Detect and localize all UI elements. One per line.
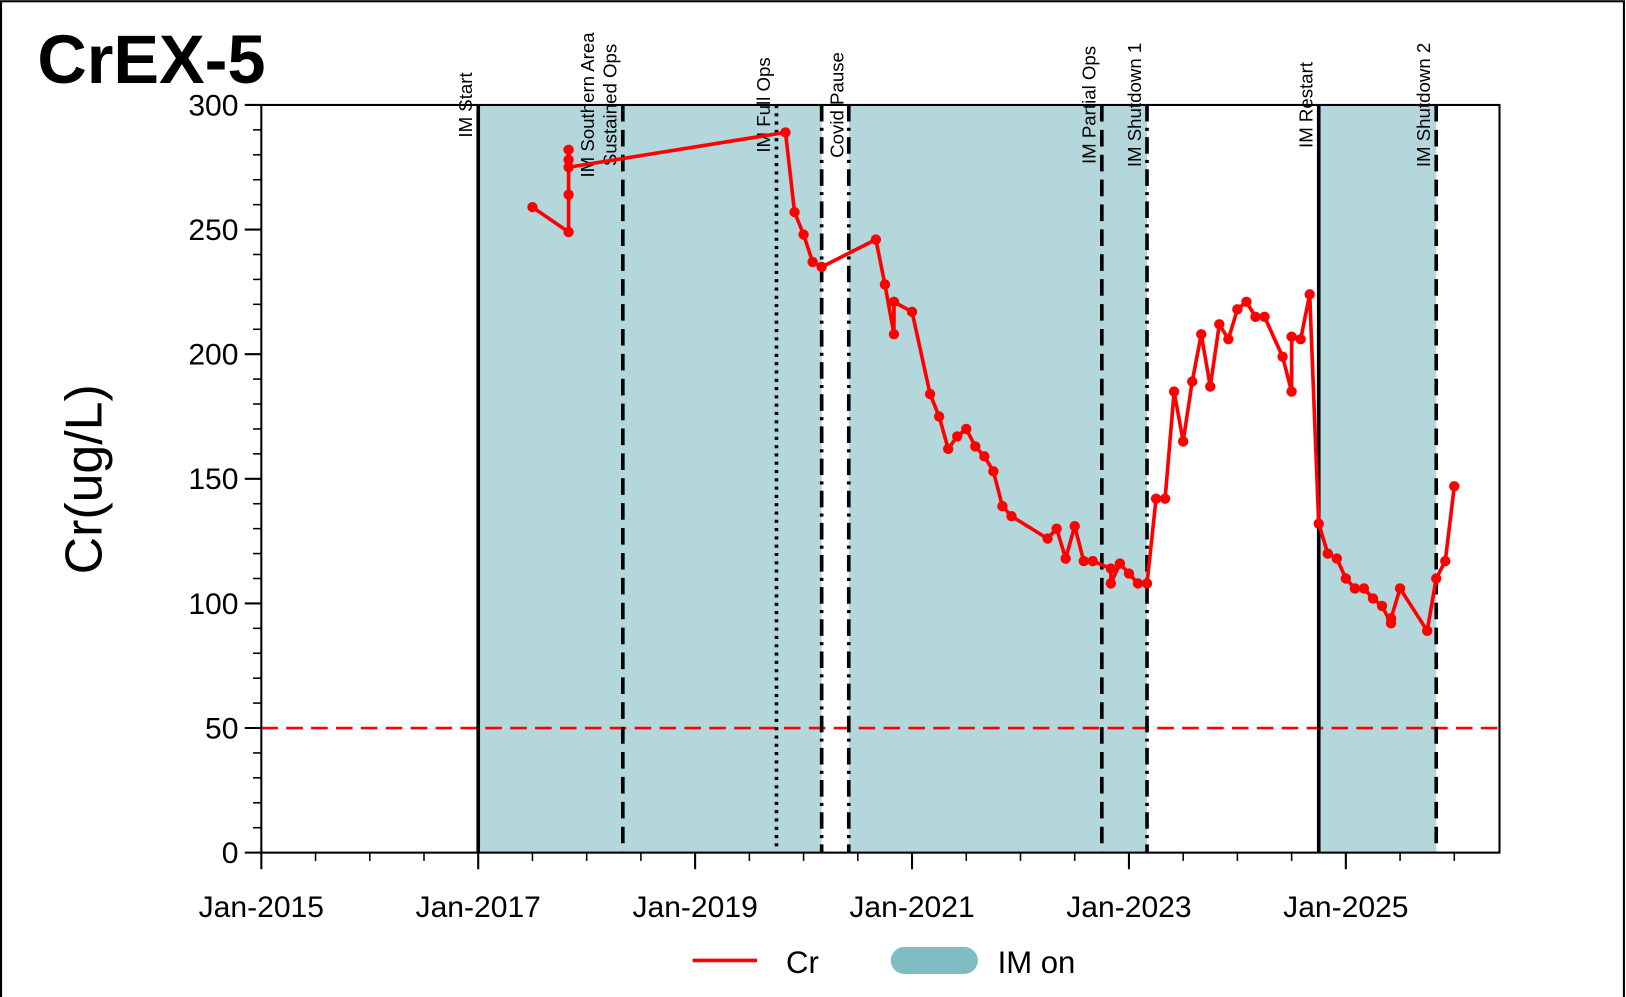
data-point bbox=[1385, 613, 1397, 624]
data-point bbox=[879, 279, 891, 290]
data-point bbox=[906, 306, 918, 318]
data-point bbox=[1159, 493, 1171, 504]
x-tick-label: Jan-2025 bbox=[1283, 891, 1408, 924]
data-point bbox=[563, 189, 574, 200]
data-point bbox=[1250, 311, 1261, 322]
y-tick-label: 200 bbox=[188, 339, 238, 372]
data-point bbox=[1449, 481, 1460, 492]
data-point bbox=[780, 127, 791, 138]
data-point bbox=[1087, 555, 1098, 567]
data-point bbox=[1123, 568, 1135, 579]
data-point bbox=[1205, 381, 1216, 392]
data-point bbox=[997, 501, 1008, 512]
data-point bbox=[1431, 573, 1442, 584]
y-tick-label: 100 bbox=[188, 588, 238, 621]
data-point bbox=[1367, 593, 1379, 604]
im-on-span bbox=[1318, 104, 1437, 853]
data-point bbox=[798, 229, 809, 240]
data-point bbox=[1286, 386, 1297, 397]
x-tick-label: Jan-2015 bbox=[199, 891, 324, 924]
y-tick-label: 250 bbox=[188, 214, 238, 247]
data-point bbox=[970, 441, 981, 452]
data-point bbox=[924, 388, 936, 400]
data-point bbox=[1060, 553, 1071, 564]
data-point bbox=[888, 296, 900, 308]
data-point bbox=[1376, 600, 1388, 612]
data-point bbox=[807, 256, 818, 268]
y-tick-label: 50 bbox=[205, 712, 238, 745]
data-point bbox=[933, 411, 945, 422]
data-point bbox=[1223, 334, 1234, 345]
data-point bbox=[1322, 548, 1333, 559]
x-tick-label: Jan-2021 bbox=[849, 891, 974, 924]
y-tick-label: 300 bbox=[188, 89, 238, 122]
data-point bbox=[870, 234, 882, 245]
data-point bbox=[1259, 311, 1270, 322]
data-point bbox=[563, 162, 574, 173]
data-point bbox=[1241, 296, 1252, 308]
data-point bbox=[527, 201, 538, 213]
y-tick-label: 0 bbox=[222, 837, 239, 870]
data-point bbox=[1114, 558, 1126, 569]
chart-title: CrEX-5 bbox=[37, 21, 265, 98]
data-point bbox=[816, 261, 827, 273]
data-point bbox=[563, 154, 574, 165]
data-point bbox=[943, 443, 954, 455]
data-point bbox=[1304, 289, 1315, 300]
data-point bbox=[1394, 583, 1406, 594]
data-point bbox=[1051, 523, 1062, 534]
data-point bbox=[1078, 555, 1089, 567]
data-point bbox=[1105, 578, 1117, 589]
data-point bbox=[1006, 510, 1017, 522]
data-point bbox=[1105, 563, 1117, 574]
im-on-span bbox=[478, 104, 822, 853]
data-point bbox=[1358, 583, 1370, 594]
x-tick-label: Jan-2019 bbox=[632, 891, 757, 924]
data-point bbox=[1187, 376, 1198, 387]
data-point bbox=[1232, 304, 1243, 315]
data-point bbox=[961, 423, 972, 435]
data-point bbox=[789, 206, 800, 218]
x-tick-label: Jan-2023 bbox=[1066, 891, 1191, 924]
data-point bbox=[1331, 553, 1342, 564]
data-point bbox=[1422, 625, 1433, 637]
data-point bbox=[1277, 351, 1288, 362]
data-point bbox=[1340, 573, 1352, 584]
x-tick-label: Jan-2017 bbox=[416, 891, 541, 924]
y-axis-label: Cr(ug/L) bbox=[55, 384, 113, 574]
data-point bbox=[1286, 331, 1297, 342]
legend-swatch bbox=[890, 946, 978, 974]
data-point bbox=[1295, 334, 1306, 345]
data-point bbox=[563, 144, 574, 156]
legend-label: IM on bbox=[998, 945, 1076, 980]
data-point bbox=[1196, 329, 1207, 340]
data-point bbox=[888, 329, 900, 340]
data-point bbox=[1313, 518, 1324, 529]
data-point bbox=[988, 466, 999, 477]
data-point bbox=[1168, 386, 1180, 397]
data-point bbox=[1214, 319, 1225, 330]
data-point bbox=[1141, 578, 1153, 589]
plot-frame bbox=[260, 103, 1501, 854]
y-tick-label: 150 bbox=[188, 463, 238, 496]
data-point bbox=[1440, 555, 1451, 567]
data-point bbox=[1349, 583, 1361, 594]
data-point bbox=[1042, 533, 1053, 544]
data-point bbox=[979, 451, 990, 462]
data-point bbox=[1132, 578, 1144, 589]
data-point bbox=[1069, 520, 1080, 532]
data-point bbox=[1177, 436, 1189, 447]
data-point bbox=[1150, 493, 1162, 504]
legend-label: Cr bbox=[786, 945, 819, 980]
data-point bbox=[563, 226, 574, 238]
data-point bbox=[952, 431, 963, 442]
